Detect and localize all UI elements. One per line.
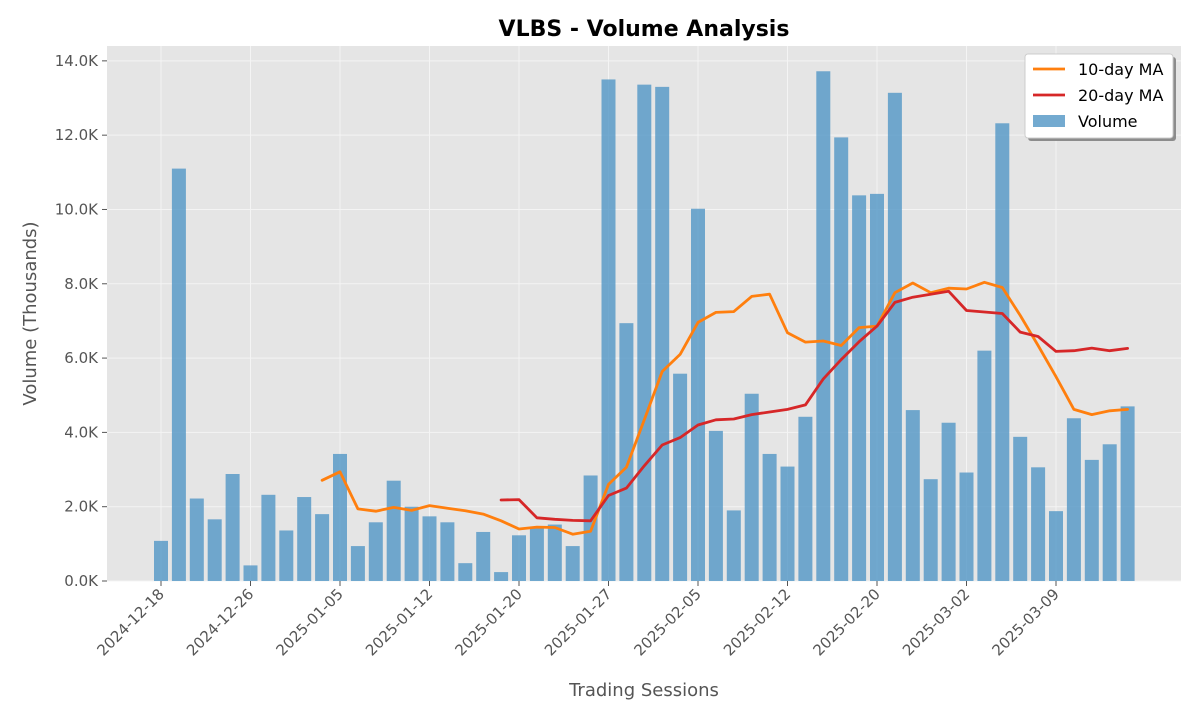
chart-title: VLBS - Volume Analysis xyxy=(499,17,790,42)
volume-bar xyxy=(243,565,258,581)
volume-bar xyxy=(171,168,186,581)
volume-bar xyxy=(655,86,670,582)
volume-bar xyxy=(673,373,688,581)
y-tick-label: 14.0K xyxy=(55,52,99,70)
y-axis-label: Volume (Thousands) xyxy=(20,221,41,405)
volume-bar xyxy=(1102,444,1117,581)
volume-bar xyxy=(637,84,652,581)
y-tick-label: 0.0K xyxy=(64,572,99,590)
volume-bar xyxy=(422,516,437,581)
volume-bar xyxy=(350,546,365,581)
volume-bar xyxy=(959,472,974,581)
volume-bar xyxy=(905,410,920,581)
x-axis-label: Trading Sessions xyxy=(568,680,719,701)
y-tick-label: 2.0K xyxy=(64,498,99,516)
legend-label-20-day-ma: 20-day MA xyxy=(1078,86,1163,105)
volume-bar xyxy=(1049,511,1063,581)
volume-bar xyxy=(207,519,222,581)
volume-bar xyxy=(619,323,634,581)
volume-bar xyxy=(547,524,562,581)
legend-swatch-volume xyxy=(1033,115,1065,127)
volume-bar xyxy=(494,572,509,581)
volume-bar xyxy=(261,494,276,581)
volume-bar xyxy=(744,393,759,581)
volume-bar xyxy=(458,563,473,581)
y-tick-label: 6.0K xyxy=(64,349,99,367)
volume-bars xyxy=(154,71,1135,582)
volume-bar xyxy=(189,498,204,581)
volume-bar xyxy=(726,510,741,581)
legend-label-10-day-ma: 10-day MA xyxy=(1078,60,1163,79)
volume-bar xyxy=(780,466,795,581)
volume-bar xyxy=(762,453,777,581)
volume-bar xyxy=(476,531,491,581)
volume-bar xyxy=(941,422,956,581)
volume-bar xyxy=(977,350,992,581)
volume-bar xyxy=(368,522,383,581)
volume-bar xyxy=(995,123,1010,582)
volume-bar xyxy=(565,546,580,581)
volume-bar xyxy=(529,528,544,581)
20-day-ma-line xyxy=(499,289,1129,523)
volume-bar xyxy=(386,480,401,581)
volume-bar xyxy=(852,195,867,581)
volume-bar xyxy=(154,540,168,581)
volume-bar xyxy=(512,535,526,581)
volume-bar xyxy=(887,92,902,581)
volume-bar xyxy=(440,522,455,581)
y-tick-label: 10.0K xyxy=(55,200,99,218)
legend: 10-day MA 20-day MA Volume xyxy=(1024,53,1176,141)
legend-label-volume: Volume xyxy=(1078,112,1138,131)
volume-bar xyxy=(1013,436,1028,581)
volume-bar xyxy=(297,497,312,581)
y-tick-label: 8.0K xyxy=(64,275,99,293)
10-day-ma-line xyxy=(320,280,1129,536)
volume-bar xyxy=(315,514,330,581)
volume-bar xyxy=(1066,418,1081,581)
volume-bar xyxy=(279,530,294,581)
volume-bar xyxy=(225,474,240,581)
volume-bar xyxy=(1120,406,1135,581)
volume-bar xyxy=(1084,459,1099,581)
volume-bar xyxy=(870,193,884,582)
y-tick-label: 4.0K xyxy=(64,423,99,441)
moving-average-lines xyxy=(320,280,1129,536)
volume-bar xyxy=(333,453,347,581)
volume-bar xyxy=(691,208,705,581)
volume-bar xyxy=(1031,467,1046,581)
y-tick-label: 12.0K xyxy=(55,126,99,144)
volume-bar xyxy=(798,416,813,581)
volume-bar xyxy=(816,71,831,581)
volume-bar xyxy=(708,430,723,581)
volume-bar xyxy=(601,79,616,581)
volume-bar xyxy=(404,506,419,581)
volume-bar xyxy=(923,479,938,581)
